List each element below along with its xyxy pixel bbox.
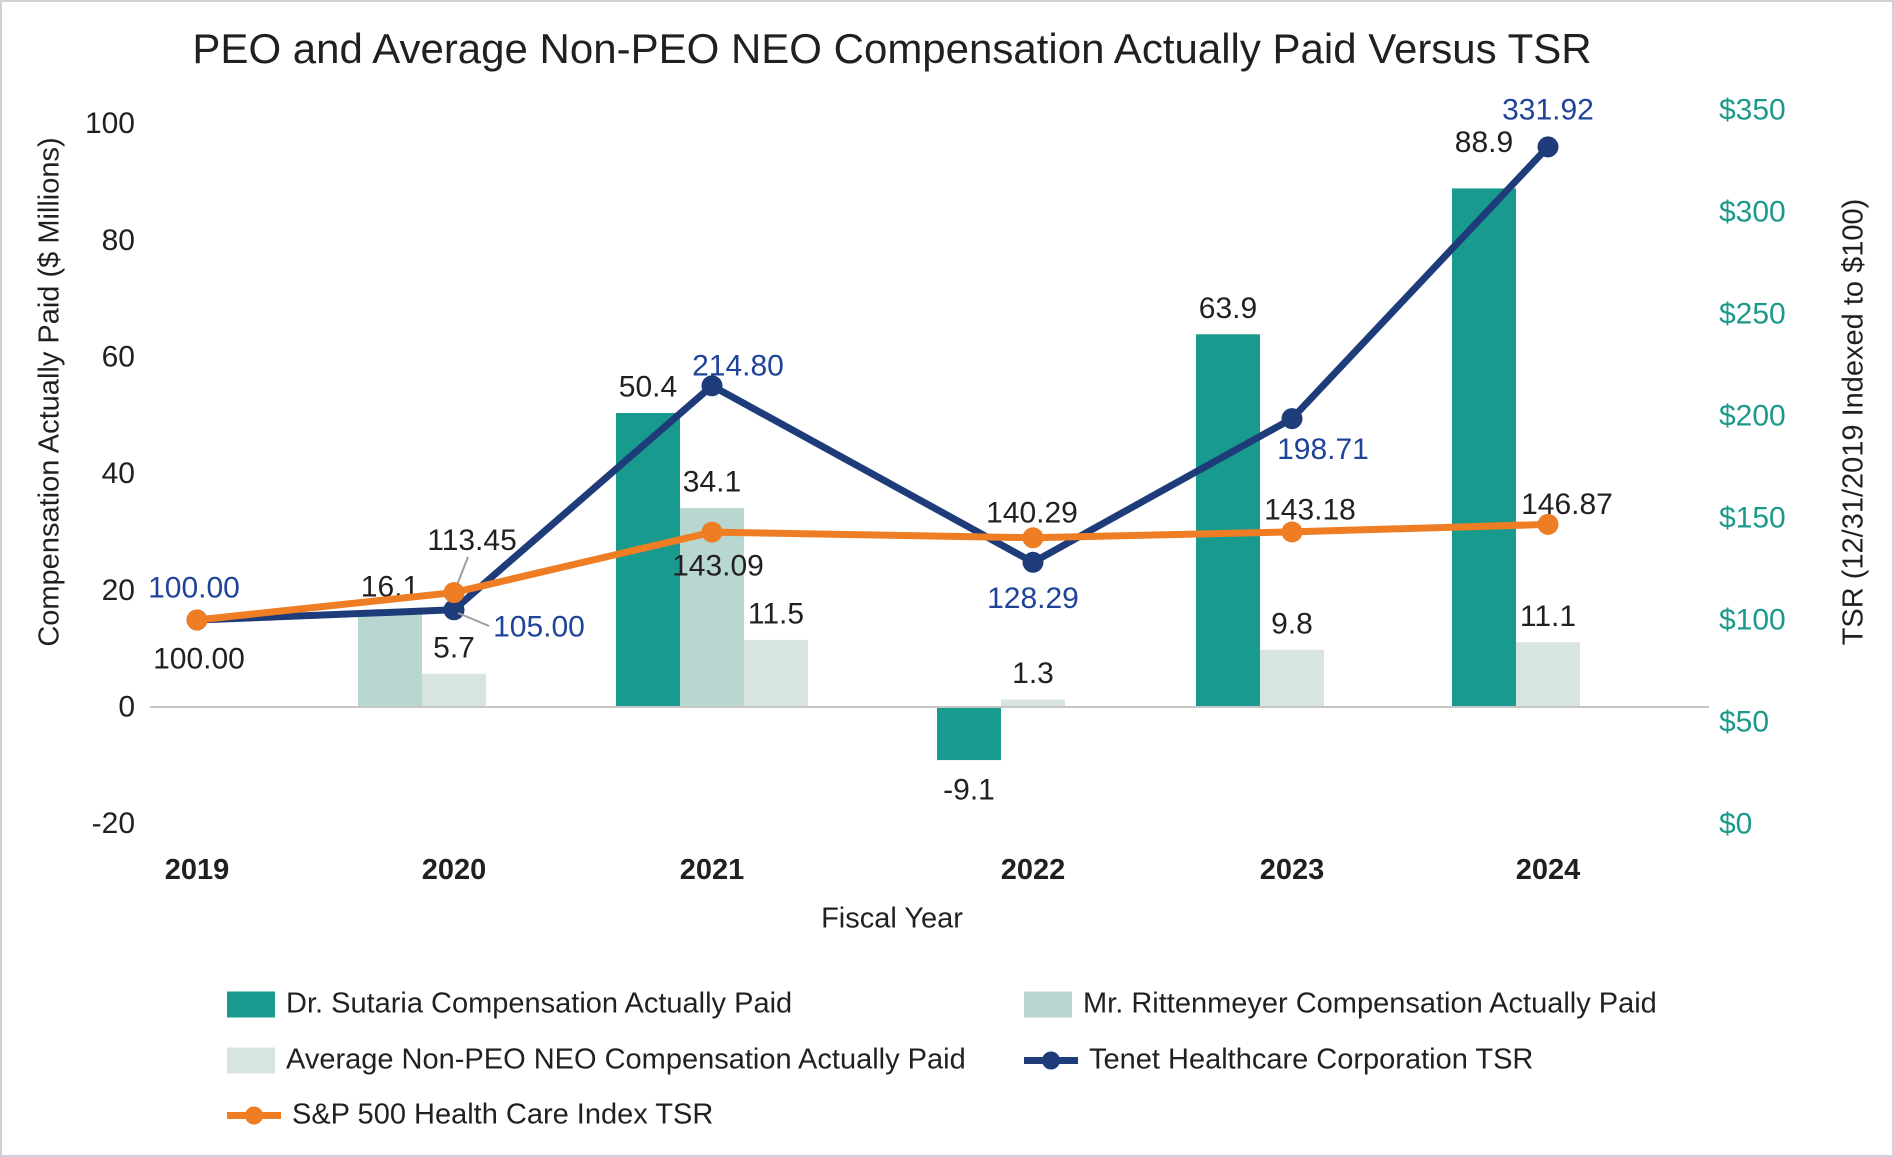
x-tick-2021: 2021 [680,854,745,886]
point-s-p-500-health-care-index-tsr-2020 [443,582,465,604]
y-axis-right-title: TSR (12/31/2019 Indexed to $100) [1837,198,1870,646]
legend-item-dr-sutaria-compensation-actually-paid: Dr. Sutaria Compensation Actually Paid [227,988,792,1021]
point-s-p-500-health-care-index-tsr-2024 [1537,513,1559,535]
bar-value-label: 34.1 [683,466,741,499]
legend-label: Tenet Healthcare Corporation TSR [1089,1043,1534,1076]
bar-mr-rittenmeyer-2020 [358,613,422,707]
legend-bar-swatch [227,991,275,1017]
y-axis-left-title: Compensation Actually Paid ($ Millions) [33,137,66,647]
line-value-label: 198.71 [1277,433,1369,466]
bar-dr-sutaria-2022 [937,707,1001,761]
line-value-label: 143.09 [672,550,764,583]
legend-item-tenet-healthcare-corporation-tsr: Tenet Healthcare Corporation TSR [1024,1044,1533,1077]
x-tick-2019: 2019 [165,854,230,886]
y-right-tick: $100 [1719,604,1786,637]
y-right-tick: $150 [1719,502,1786,535]
y-right-tick: $300 [1719,196,1786,229]
legend-line-marker [1042,1051,1060,1069]
point-tenet-healthcare-corporation-tsr-2024 [1537,136,1559,158]
point-tenet-healthcare-corporation-tsr-2021 [701,375,723,397]
point-tenet-healthcare-corporation-tsr-2022 [1022,551,1044,573]
bar-value-label: 50.4 [619,371,677,404]
point-s-p-500-health-care-index-tsr-2023 [1281,521,1303,543]
y-right-tick: $200 [1719,400,1786,433]
legend-label: S&P 500 Health Care Index TSR [292,1098,714,1131]
y-right-tick: $250 [1719,298,1786,331]
line-value-label: 214.80 [692,349,784,382]
x-axis-title: Fiscal Year [821,902,963,935]
y-right-tick: $350 [1719,94,1786,127]
legend-line-swatch [227,1102,281,1128]
bar-dr-sutaria-2024 [1452,188,1516,708]
legend-label: Dr. Sutaria Compensation Actually Paid [286,987,793,1020]
bar-value-label: 9.8 [1271,607,1313,640]
bar-value-label: 11.5 [748,597,804,630]
line-s-p-500-health-care-index-tsr [196,520,1549,624]
x-tick-2023: 2023 [1260,854,1325,886]
y-right-tick: $0 [1719,808,1752,841]
line-value-label: 128.29 [987,582,1079,615]
point-tenet-healthcare-corporation-tsr-2020 [443,599,465,621]
y-left-tick: 0 [118,691,135,724]
point-tenet-healthcare-corporation-tsr-2023 [1281,408,1303,430]
line-value-label: 105.00 [493,610,585,643]
x-tick-2020: 2020 [422,854,487,886]
y-right-tick: $50 [1719,706,1769,739]
bar-dr-sutaria-2023 [1196,334,1260,707]
bar-value-label: 88.9 [1455,126,1513,159]
bar-value-label: 63.9 [1199,292,1257,325]
point-s-p-500-health-care-index-tsr-2022 [1022,527,1044,549]
bar-average-non-peo-2023 [1260,649,1324,707]
legend-bar-swatch [227,1047,275,1073]
bar-value-label: -9.1 [943,774,995,807]
chart-title: PEO and Average Non-PEO NEO Compensation… [192,25,1592,72]
x-tick-2022: 2022 [1001,854,1066,886]
line-value-label: 331.92 [1502,93,1594,126]
y-left-tick: -20 [92,807,135,840]
x-tick-2024: 2024 [1516,854,1581,886]
y-left-tick: 20 [102,574,135,607]
legend-label: Average Non-PEO NEO Compensation Actuall… [286,1043,966,1076]
point-s-p-500-health-care-index-tsr-2019 [186,609,208,631]
line-value-label: 143.18 [1264,493,1356,526]
legend-item-s-p-500-health-care-index-tsr: S&P 500 Health Care Index TSR [227,1099,713,1132]
line-value-label: 113.45 [427,524,517,557]
y-left-tick: 80 [102,224,135,257]
callout-leader-line [457,612,490,627]
bar-average-non-peo-2022 [1001,699,1065,707]
legend-item-average-non-peo-neo-compensation-actually-paid: Average Non-PEO NEO Compensation Actuall… [227,1044,966,1077]
y-left-tick: 100 [85,107,135,140]
legend-item-mr-rittenmeyer-compensation-actually-paid: Mr. Rittenmeyer Compensation Actually Pa… [1024,988,1657,1021]
bar-average-non-peo-2021 [744,639,808,707]
bar-value-label: 5.7 [433,631,475,664]
line-tenet-healthcare-corporation-tsr [196,144,1551,624]
line-value-label: 146.87 [1521,488,1613,521]
bar-value-label: 11.1 [1520,600,1576,633]
legend-line-swatch [1024,1047,1078,1073]
legend-line-marker [245,1106,263,1124]
y-left-tick: 60 [102,341,135,374]
line-value-label: 100.00 [153,643,245,676]
bar-average-non-peo-2024 [1516,642,1580,707]
line-value-label: 140.29 [986,496,1078,529]
bar-average-non-peo-2020 [422,673,486,707]
y-left-tick: 40 [102,457,135,490]
line-value-label: 100.00 [148,572,240,605]
legend-bar-swatch [1024,991,1072,1017]
bar-value-label: 1.3 [1012,657,1054,690]
point-s-p-500-health-care-index-tsr-2021 [701,521,723,543]
legend-label: Mr. Rittenmeyer Compensation Actually Pa… [1083,987,1657,1020]
